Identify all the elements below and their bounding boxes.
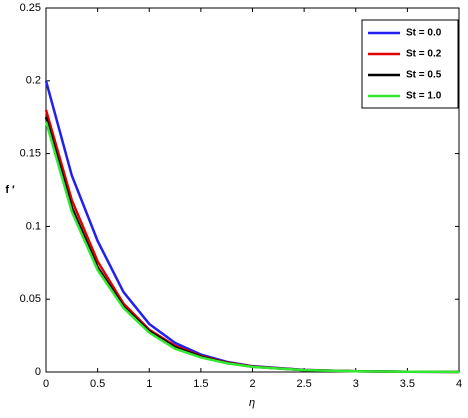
x-tick-label: 2 bbox=[249, 378, 255, 390]
y-tick-label: 0.1 bbox=[26, 220, 41, 232]
x-tick-label: 0.5 bbox=[90, 378, 105, 390]
x-tick-label: 0 bbox=[43, 378, 49, 390]
series-line bbox=[44, 109, 460, 374]
series-line bbox=[44, 116, 460, 374]
y-tick-label: 0.2 bbox=[26, 75, 41, 87]
legend-text: St = 0.2 bbox=[406, 49, 442, 60]
y-tick-label: 0.05 bbox=[20, 293, 41, 305]
series-line bbox=[44, 80, 460, 374]
legend-text: St = 0.0 bbox=[406, 28, 442, 39]
legend-box bbox=[361, 19, 459, 109]
legend-text: St = 1.0 bbox=[406, 91, 442, 102]
x-tick-label: 2.5 bbox=[296, 378, 311, 390]
y-axis-label: f ′ bbox=[5, 184, 15, 196]
y-tick-label: 0.25 bbox=[20, 2, 41, 14]
x-tick-label: 4 bbox=[456, 378, 462, 390]
x-axis-label: η bbox=[249, 397, 255, 409]
x-tick-label: 3.5 bbox=[400, 378, 415, 390]
legend-text: St = 0.5 bbox=[406, 70, 442, 81]
x-tick-label: 1 bbox=[146, 378, 152, 390]
series-line bbox=[44, 121, 460, 374]
x-tick-label: 3 bbox=[353, 378, 359, 390]
y-tick-label: 0 bbox=[35, 366, 41, 378]
y-tick-label: 0.15 bbox=[20, 148, 41, 160]
x-tick-label: 1.5 bbox=[193, 378, 208, 390]
